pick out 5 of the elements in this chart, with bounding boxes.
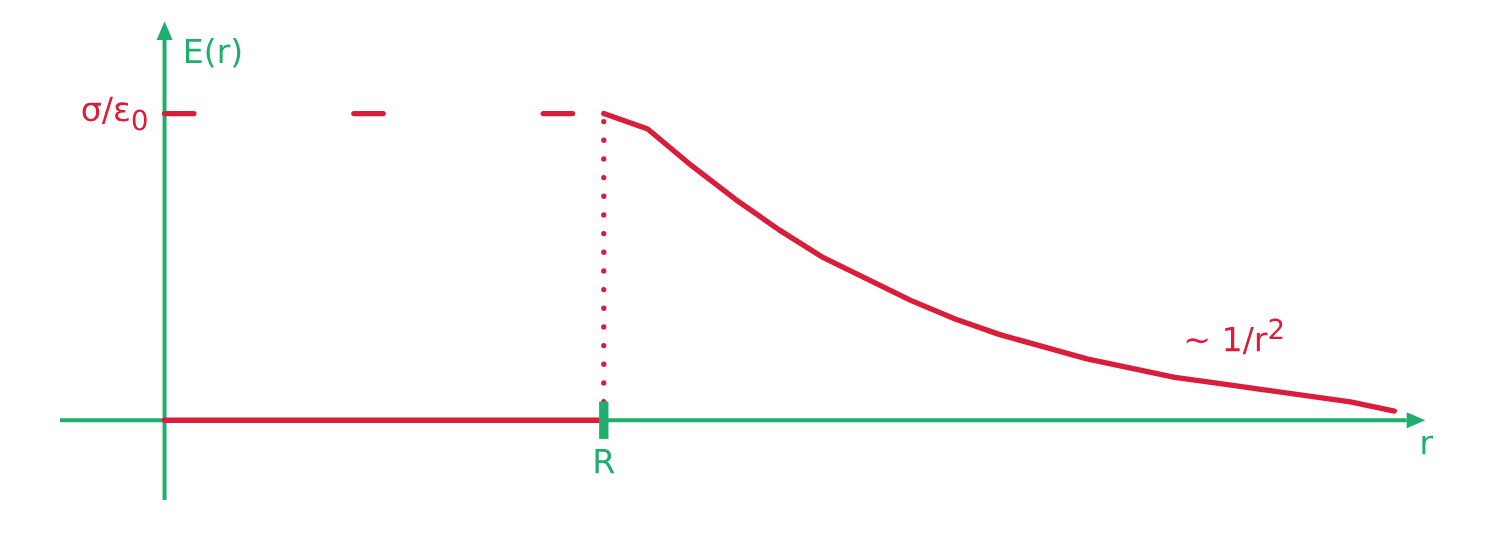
text: R (595, 448, 615, 474)
annotation: σ/ε$_{0}$ (82, 96, 147, 131)
x-axis-title: r (1422, 435, 1434, 455)
annotation: ~ 1/r$^{2}$ (1186, 318, 1283, 355)
y-axis-title: E(r) (186, 37, 241, 68)
